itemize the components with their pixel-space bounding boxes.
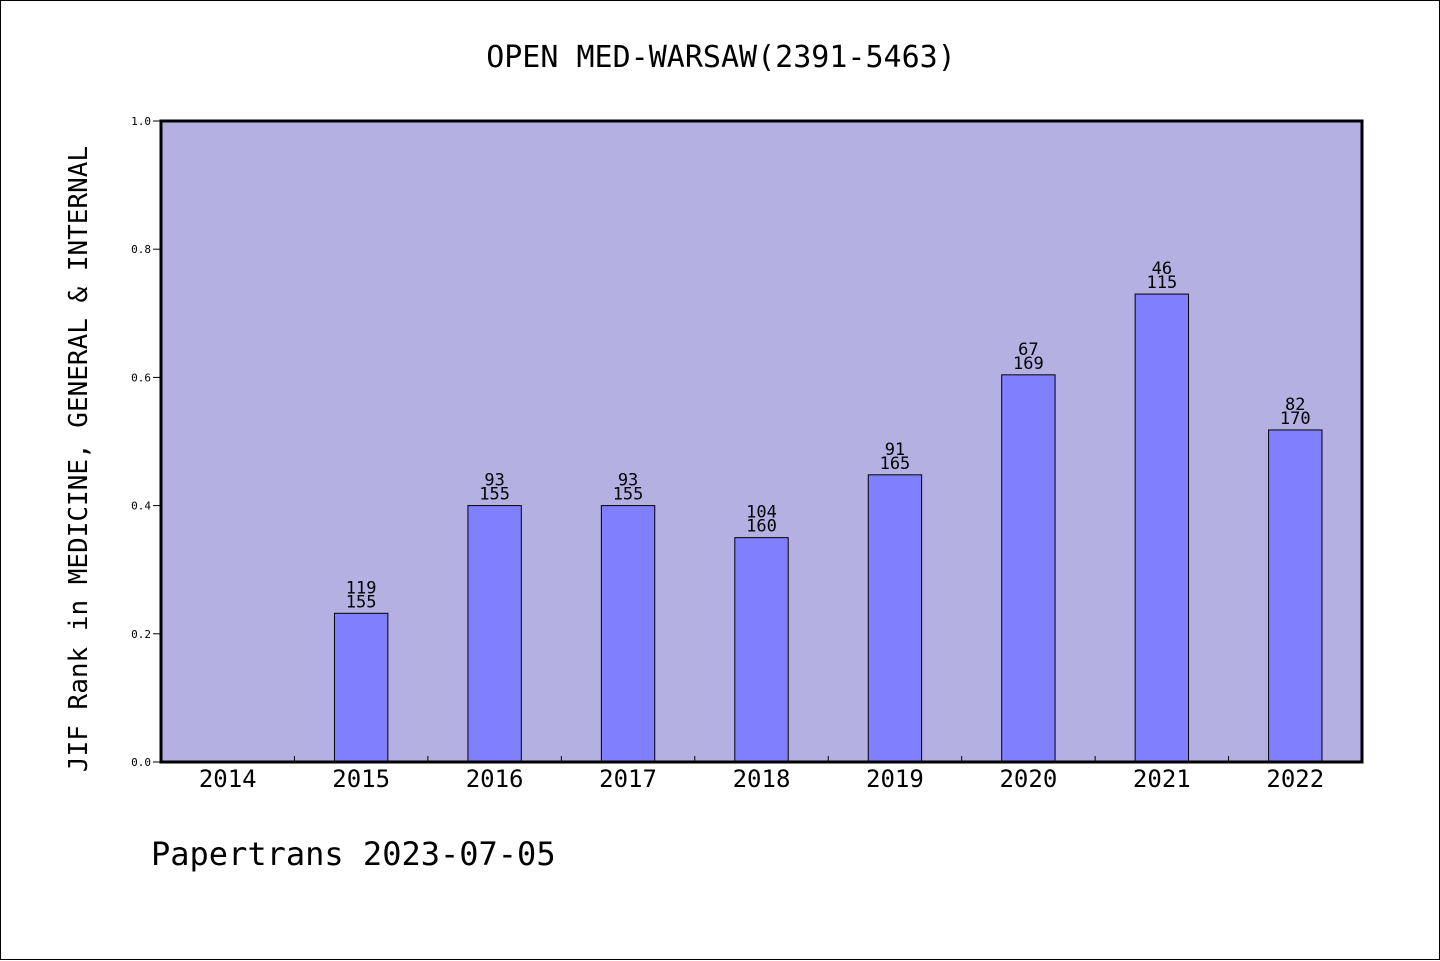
- x-tick-label: 2018: [733, 765, 791, 793]
- bar-total-label: 165: [880, 454, 911, 474]
- bar-rank-label: 93: [484, 471, 504, 491]
- bar-rank-label: 104: [746, 503, 777, 523]
- bar: [467, 505, 522, 763]
- y-tick-label: 0.6: [131, 371, 151, 384]
- data-labels-group: 1191559315593155104160911656716946115821…: [346, 259, 1311, 612]
- y-axis-label: JIF Rank in MEDICINE, GENERAL & INTERNAL: [64, 146, 94, 772]
- bar: [333, 612, 389, 763]
- x-tick-label: 2016: [466, 765, 524, 793]
- y-tick-label: 0.8: [131, 243, 151, 256]
- bar-total-label: 170: [1280, 409, 1311, 429]
- x-tick-label: 2017: [599, 765, 657, 793]
- x-tick-label: 2021: [1133, 765, 1191, 793]
- y-tick-label: 0.0: [131, 756, 151, 769]
- bar: [1268, 429, 1323, 763]
- bar-total-label: 155: [479, 485, 510, 505]
- bar: [600, 505, 656, 763]
- bar-rank-label: 93: [618, 471, 638, 491]
- bar-total-label: 160: [746, 517, 777, 537]
- bar-rank-label: 46: [1152, 259, 1172, 279]
- bar-total-label: 169: [1013, 354, 1044, 374]
- x-tick-label: 2014: [199, 765, 257, 793]
- y-tick-label: 0.2: [131, 628, 151, 641]
- y-axis-ticks: 0.0 0.2 0.4 0.6 0.8 1.0: [131, 115, 161, 769]
- x-tick-label: 2022: [1266, 765, 1324, 793]
- bar-rank-label: 119: [346, 578, 377, 598]
- y-tick-label: 1.0: [131, 115, 151, 128]
- bar-rank-label: 91: [885, 440, 905, 460]
- x-tick-label: 2019: [866, 765, 924, 793]
- bar: [734, 537, 789, 763]
- bar: [1001, 374, 1056, 763]
- bar: [1134, 293, 1190, 763]
- bar-rank-label: 82: [1285, 395, 1305, 415]
- bar-rank-label: 67: [1018, 340, 1038, 360]
- bar-total-label: 115: [1146, 273, 1177, 293]
- footer-text: Papertrans 2023-07-05: [151, 835, 556, 873]
- bars-group: [333, 293, 1323, 763]
- plot-border: [159, 119, 1364, 764]
- x-axis-ticks: 2014 2015 2016 2017 2018 2019 2020 2021 2022: [199, 756, 1324, 793]
- x-tick-label: 2015: [332, 765, 390, 793]
- chart-title: OPEN MED-WARSAW(2391-5463): [486, 40, 956, 75]
- bar: [867, 474, 923, 763]
- bar-total-label: 155: [346, 592, 377, 612]
- bar-total-label: 155: [613, 485, 644, 505]
- y-tick-label: 0.4: [131, 500, 151, 513]
- x-tick-label: 2020: [999, 765, 1057, 793]
